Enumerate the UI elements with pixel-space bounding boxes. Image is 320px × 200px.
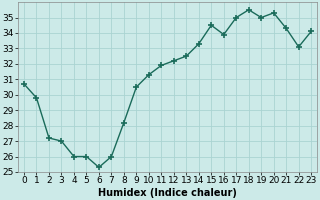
- X-axis label: Humidex (Indice chaleur): Humidex (Indice chaleur): [98, 188, 237, 198]
